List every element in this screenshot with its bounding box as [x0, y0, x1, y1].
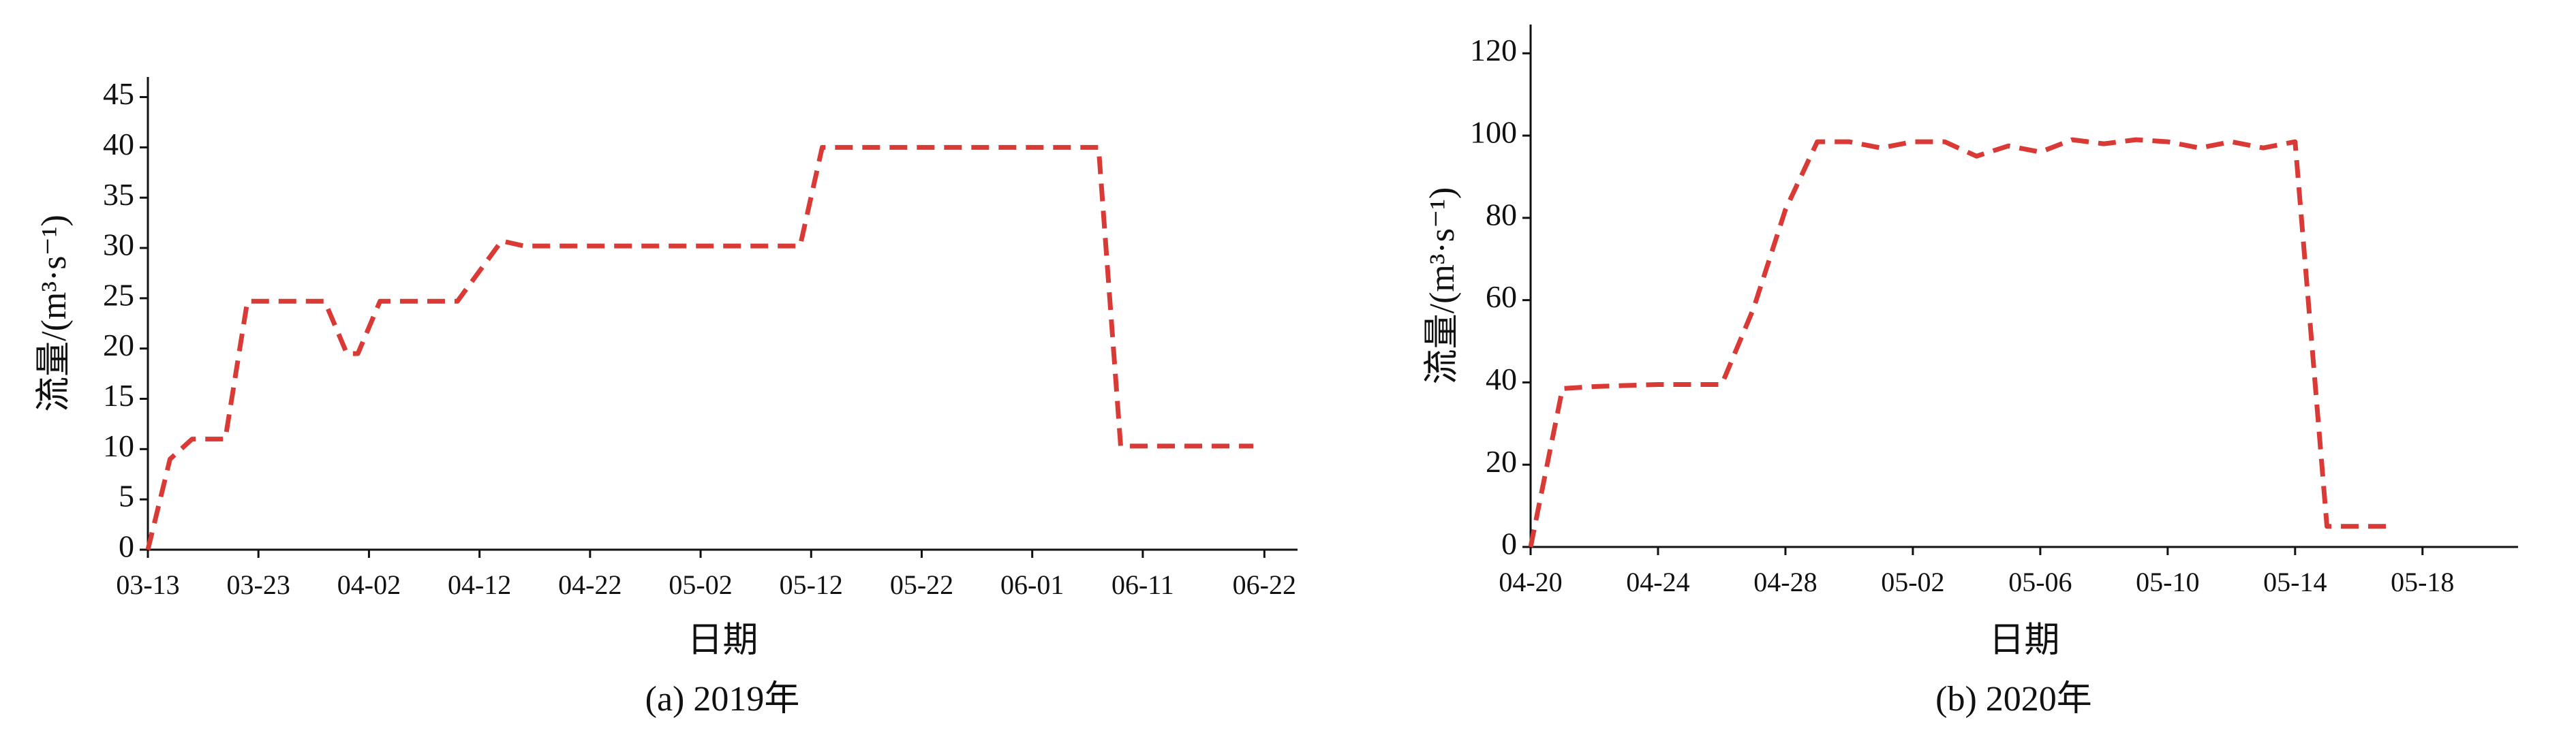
y-tick-label: 0 — [119, 529, 134, 564]
y-tick-label: 0 — [1501, 527, 1517, 561]
x-tick-label: 03-23 — [227, 569, 290, 600]
x-tick-label: 06-01 — [1000, 569, 1064, 600]
chart-caption: (a) 2019年 — [645, 680, 800, 719]
y-tick-label: 100 — [1470, 115, 1517, 150]
y-tick-label: 40 — [103, 127, 134, 161]
x-tick-label: 04-12 — [448, 569, 511, 600]
y-tick-label: 30 — [103, 228, 134, 262]
x-tick-label: 04-28 — [1753, 567, 1817, 597]
x-tick-label: 06-11 — [1111, 569, 1174, 600]
x-axis-label: 日期 — [1989, 621, 2059, 660]
y-tick-label: 60 — [1486, 279, 1517, 314]
x-tick-label: 04-22 — [558, 569, 622, 600]
x-axis-label: 日期 — [687, 621, 758, 660]
y-tick-label: 80 — [1486, 197, 1517, 232]
y-tick-label: 120 — [1470, 33, 1517, 67]
x-tick-label: 04-20 — [1499, 567, 1562, 597]
data-line — [145, 144, 1254, 550]
y-axis-label: 流量/(m³·s⁻¹) — [35, 215, 74, 412]
y-tick-label: 25 — [103, 277, 134, 312]
y-tick-label: 20 — [103, 328, 134, 362]
x-tick-label: 03-13 — [116, 569, 179, 600]
y-tick-label: 10 — [103, 428, 134, 463]
y-tick-label: 35 — [103, 177, 134, 212]
y-tick-label: 45 — [103, 76, 134, 111]
x-tick-label: 05-22 — [890, 569, 953, 600]
y-tick-label: 40 — [1486, 362, 1517, 396]
chart-caption: (b) 2020年 — [1935, 680, 2092, 719]
x-tick-label: 05-18 — [2391, 567, 2454, 597]
y-tick-label: 5 — [119, 479, 134, 514]
x-tick-label: 06-22 — [1233, 569, 1296, 600]
x-tick-label: 05-14 — [2263, 567, 2327, 597]
x-tick-label: 05-06 — [2008, 567, 2072, 597]
x-tick-label: 05-10 — [2136, 567, 2199, 597]
x-tick-label: 05-02 — [669, 569, 732, 600]
y-tick-label: 15 — [103, 378, 134, 413]
x-tick-label: 05-02 — [1881, 567, 1944, 597]
y-tick-label: 20 — [1486, 444, 1517, 479]
x-tick-label: 05-12 — [780, 569, 843, 600]
data-line — [1528, 137, 2391, 548]
y-axis-label: 流量/(m³·s⁻¹) — [1423, 187, 1462, 385]
x-tick-label: 04-02 — [337, 569, 401, 600]
x-tick-label: 04-24 — [1626, 567, 1689, 597]
